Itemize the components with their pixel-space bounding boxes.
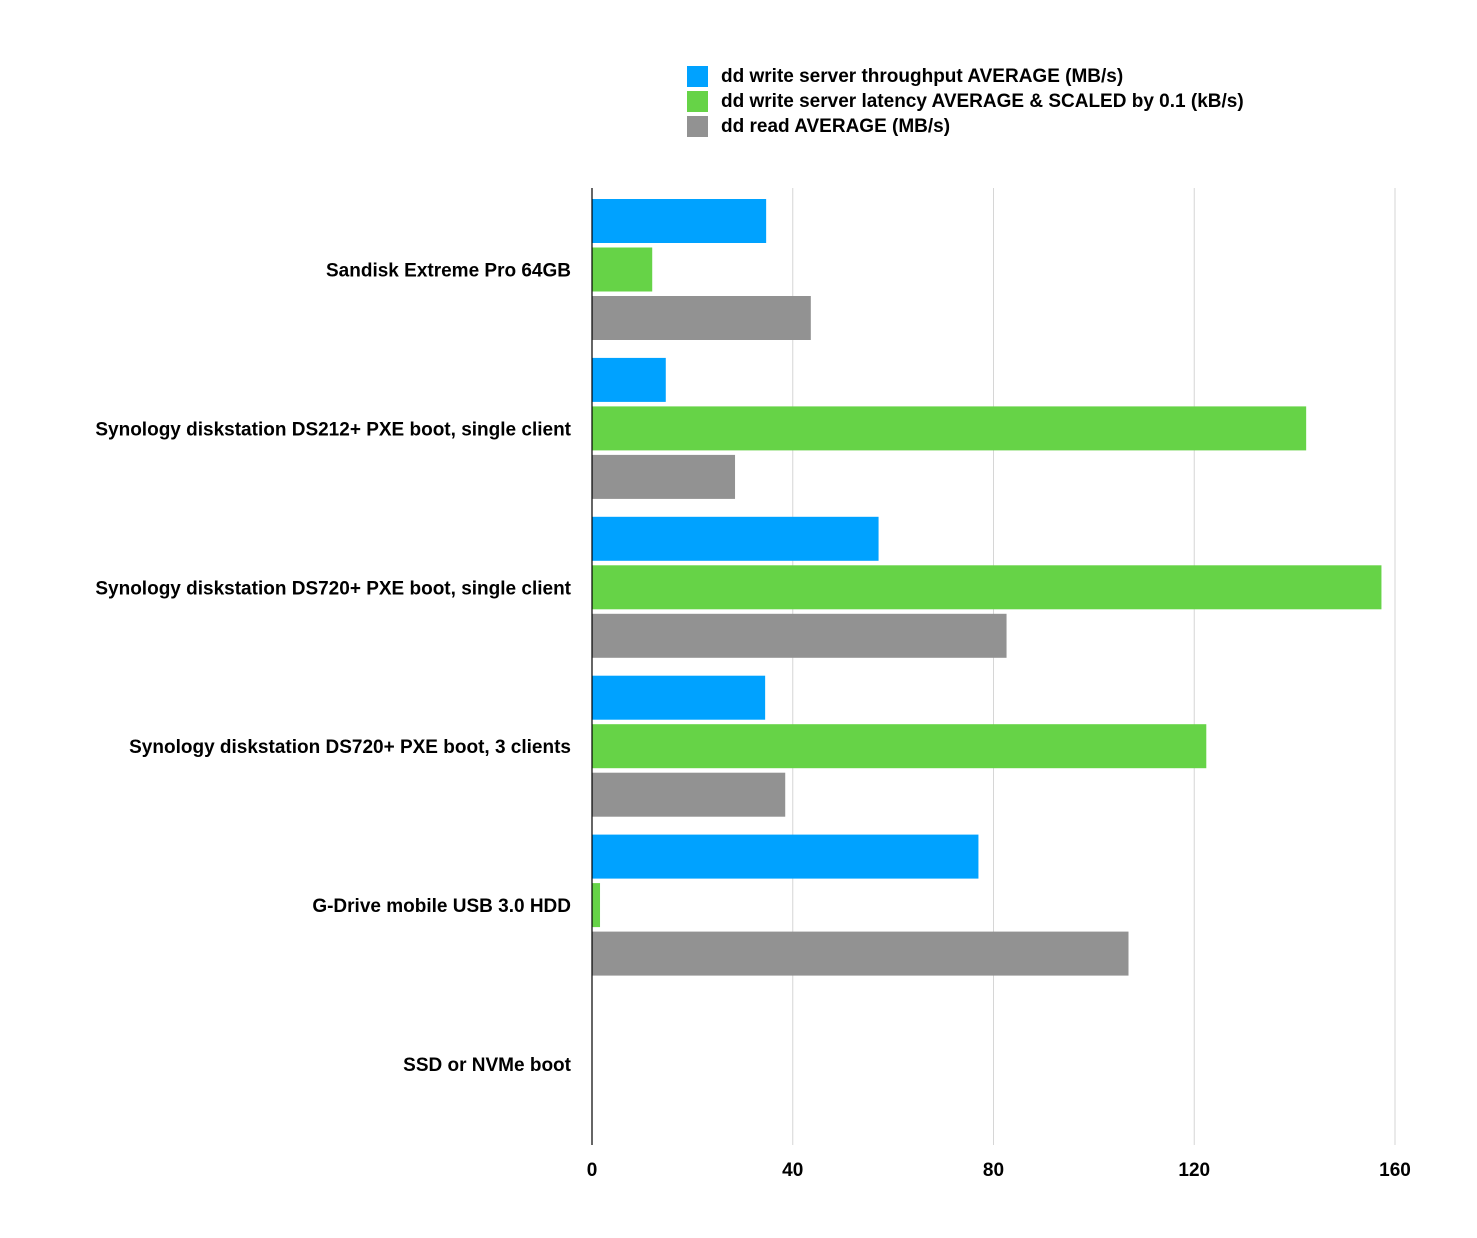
legend: dd write server throughput AVERAGE (MB/s… (687, 64, 1244, 139)
legend-label-read: dd read AVERAGE (MB/s) (721, 115, 951, 137)
bar-write-latency-3 (592, 724, 1207, 769)
category-label-4: G-Drive mobile USB 3.0 HDD (312, 896, 571, 917)
x-tick-label-40: 40 (782, 1160, 803, 1181)
bar-write-latency-4 (592, 883, 601, 928)
x-tick-label-120: 120 (1178, 1160, 1210, 1181)
x-tick-label-160: 160 (1379, 1160, 1411, 1181)
legend-item-read: dd read AVERAGE (MB/s) (687, 114, 1244, 139)
legend-item-write-latency: dd write server latency AVERAGE & SCALED… (687, 89, 1244, 114)
category-labels: Sandisk Extreme Pro 64GB Synology disksta… (95, 261, 571, 1077)
bar-read-2 (592, 613, 1007, 658)
bars (592, 199, 1382, 976)
category-label-5: SSD or NVMe boot (403, 1055, 572, 1076)
bar-write-latency-1 (592, 406, 1307, 451)
legend-swatch-write-throughput (687, 66, 708, 87)
bar-write-throughput-3 (592, 675, 766, 720)
bar-write-throughput-1 (592, 357, 666, 402)
category-label-0: Sandisk Extreme Pro 64GB (326, 261, 571, 282)
category-label-1: Synology diskstation DS212+ PXE boot, si… (95, 419, 571, 440)
bar-write-throughput-0 (592, 199, 767, 243)
category-label-3: Synology diskstation DS720+ PXE boot, 3 … (129, 737, 571, 758)
legend-item-write-throughput: dd write server throughput AVERAGE (MB/s… (687, 64, 1244, 89)
bar-write-latency-0 (592, 247, 653, 292)
legend-swatch-write-latency (687, 91, 708, 112)
grid-lines (792, 188, 1396, 1145)
category-label-2: Synology diskstation DS720+ PXE boot, si… (95, 578, 571, 599)
legend-swatch-read (687, 116, 708, 137)
x-tick-label-80: 80 (983, 1160, 1004, 1181)
x-tick-label-0: 0 (587, 1160, 598, 1181)
tick-labels: 0 40 80 120 160 (587, 1160, 1411, 1181)
bar-read-4 (592, 931, 1129, 976)
legend-label-write-throughput: dd write server throughput AVERAGE (MB/s… (721, 65, 1124, 87)
bar-read-0 (592, 296, 811, 340)
legend-label-write-latency: dd write server latency AVERAGE & SCALED… (721, 90, 1244, 112)
bar-write-latency-2 (592, 565, 1382, 610)
bar-write-throughput-2 (592, 516, 879, 561)
bar-read-3 (592, 772, 786, 817)
bar-write-throughput-4 (592, 834, 979, 879)
bar-read-1 (592, 454, 736, 499)
